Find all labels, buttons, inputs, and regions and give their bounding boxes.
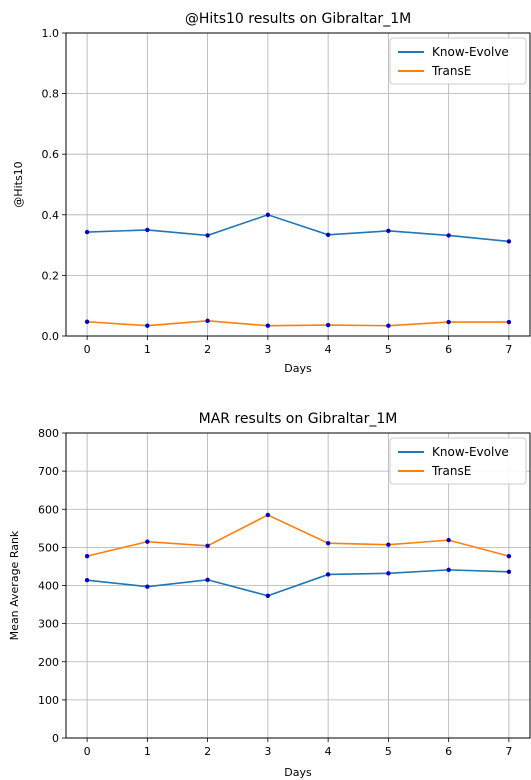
data-point [84,229,90,235]
chart-title: MAR results on Gibraltar_1M [199,411,398,427]
x-tick-label: 7 [505,343,512,356]
x-tick-label: 4 [325,343,332,356]
legend-box [389,37,527,85]
data-point [446,537,451,543]
data-point [386,323,391,328]
x-axis-label: Days [284,362,312,375]
x-tick-label: 2 [204,745,211,758]
data-point [386,571,391,576]
data-point [325,540,331,546]
x-tick-label: 7 [505,745,512,758]
data-point [325,232,331,237]
data-point [506,239,512,244]
data-point [506,553,512,559]
data-point [265,512,271,518]
y-tick-label: 500 [38,541,59,554]
data-point [145,227,150,233]
y-tick-label: 200 [38,656,59,669]
legend-label: Know-Evolve [432,445,509,459]
x-tick-label: 5 [385,343,392,356]
data-point [386,228,391,234]
data-point [265,593,271,598]
data-point [205,577,210,582]
chart-1: 0 1 2 3 4 5 6 7 0.0 0.2 0.4 0.6 0.8 1.0 @Hits10 result… [12,11,531,375]
data-point [265,323,271,328]
data-point [506,569,512,574]
data-point [386,542,391,547]
x-tick-label: 1 [144,343,151,356]
axes-frame [65,32,531,337]
axes-frame [65,432,531,739]
series-line-know-evolve [87,569,509,597]
y-tick-label: 800 [38,427,59,440]
data-point [205,233,210,238]
y-tick-label: 0.8 [42,88,60,101]
y-tick-label: 1.0 [42,27,60,40]
data-point [205,318,210,324]
x-tick-label: 6 [445,745,452,758]
y-tick-label: 400 [38,580,59,593]
y-tick-label: 300 [38,618,59,631]
data-point [145,323,150,328]
y-tick-label: 0 [52,732,59,745]
data-point [506,319,512,325]
data-point [325,322,331,328]
legend-box [389,437,527,485]
x-tick-label: 0 [84,745,91,758]
legend-label: TransE [431,64,471,78]
data-point [145,539,150,544]
chart-2: 0 1 2 3 4 5 6 7 0 100 200 300 400 500 600 700 800 MAR res… [8,411,531,779]
chart-title: @Hits10 results on Gibraltar_1M [185,11,411,27]
y-tick-label: 600 [38,503,59,516]
series-line-transe [86,514,510,557]
legend-label: TransE [431,464,471,478]
series-line-know-evolve [87,213,509,243]
x-tick-label: 4 [325,745,332,758]
legend: Know-Evolve TransE [389,437,527,485]
x-tick-label: 1 [144,745,151,758]
y-tick-label: 0.6 [42,148,60,161]
data-point [145,584,150,589]
x-tick-label: 0 [84,343,91,356]
y-tick-label: 700 [38,465,59,478]
y-tick-label: 0.2 [42,269,60,282]
data-point [84,577,90,583]
x-tick-label: 2 [204,343,211,356]
data-point [325,572,331,577]
y-tick-label: 0.4 [42,209,60,222]
y-tick-label: 100 [38,694,59,707]
y-axis-label: @Hits10 [12,161,25,207]
data-point [446,233,451,238]
y-axis-label: Mean Average Rank [8,530,21,640]
data-point [205,543,210,549]
data-point [446,319,451,325]
data-point [265,212,271,217]
x-tick-label: 3 [264,745,271,758]
legend: Know-Evolve TransE [389,37,527,85]
data-point [84,319,90,324]
x-tick-label: 3 [264,343,271,356]
x-tick-label: 5 [385,745,392,758]
data-point [446,567,451,573]
x-tick-label: 6 [445,343,452,356]
y-tick-label: 0.0 [42,330,60,343]
legend-label: Know-Evolve [432,45,509,59]
x-axis-label: Days [284,766,312,779]
series-line-transe [87,320,509,327]
data-point [84,553,90,559]
